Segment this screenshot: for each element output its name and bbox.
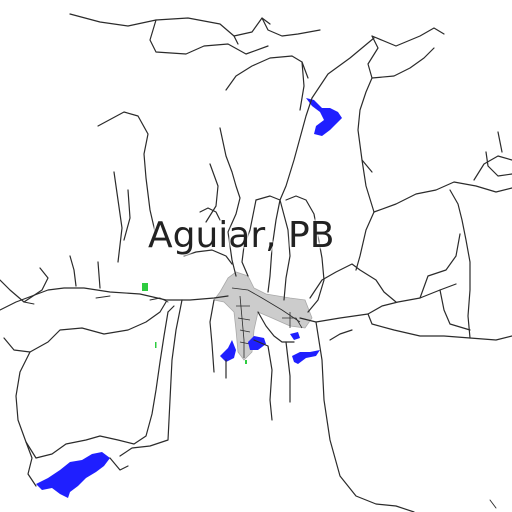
reservoir-north <box>306 98 342 136</box>
pond-3 <box>290 332 300 340</box>
pond-4 <box>292 350 320 364</box>
pond-1 <box>220 340 236 362</box>
reservoir-southwest <box>36 452 110 498</box>
road-network <box>0 13 512 512</box>
vegetation-patches <box>142 283 247 364</box>
place-label: Aguiar, PB <box>148 215 335 256</box>
urban-area <box>213 271 313 361</box>
water-bodies <box>36 98 342 498</box>
pond-2 <box>248 336 266 350</box>
